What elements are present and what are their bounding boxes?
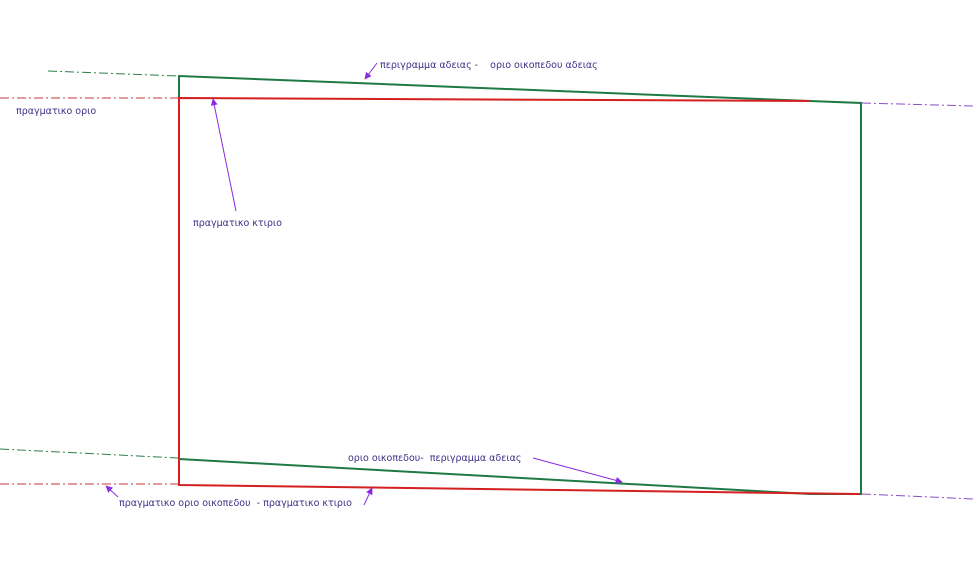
- arrow-bottom-actual-right: [363, 487, 373, 506]
- label-bottom-permit: οριο οικοπεδου- περιγραμμα αδειας: [348, 453, 521, 464]
- right-bottom-purple-extension-line: [861, 493, 974, 500]
- right-top-purple-extension-line: [861, 102, 974, 107]
- label-top-permit: περιγραμμα αδειας - οριο οικοπεδου αδεια…: [380, 60, 598, 71]
- arrow-bottom-actual-left: [105, 485, 119, 498]
- permit-outline: [178, 74, 862, 495]
- label-actual-limit: πραγματικο οριο: [16, 106, 96, 117]
- top-green-extension-line: [47, 70, 179, 77]
- label-bottom-actual: πραγματικο οριο οικοπεδου - πραγματικο κ…: [119, 498, 352, 509]
- arrow-actual-building: [210, 98, 237, 212]
- arrow-top-permit: [364, 62, 378, 80]
- label-actual-building: πραγματικο κτιριο: [193, 218, 282, 229]
- arrow-bottom-permit: [532, 457, 623, 484]
- bottom-green-extension-line: [0, 448, 179, 459]
- actual-building-outline: [178, 96, 861, 495]
